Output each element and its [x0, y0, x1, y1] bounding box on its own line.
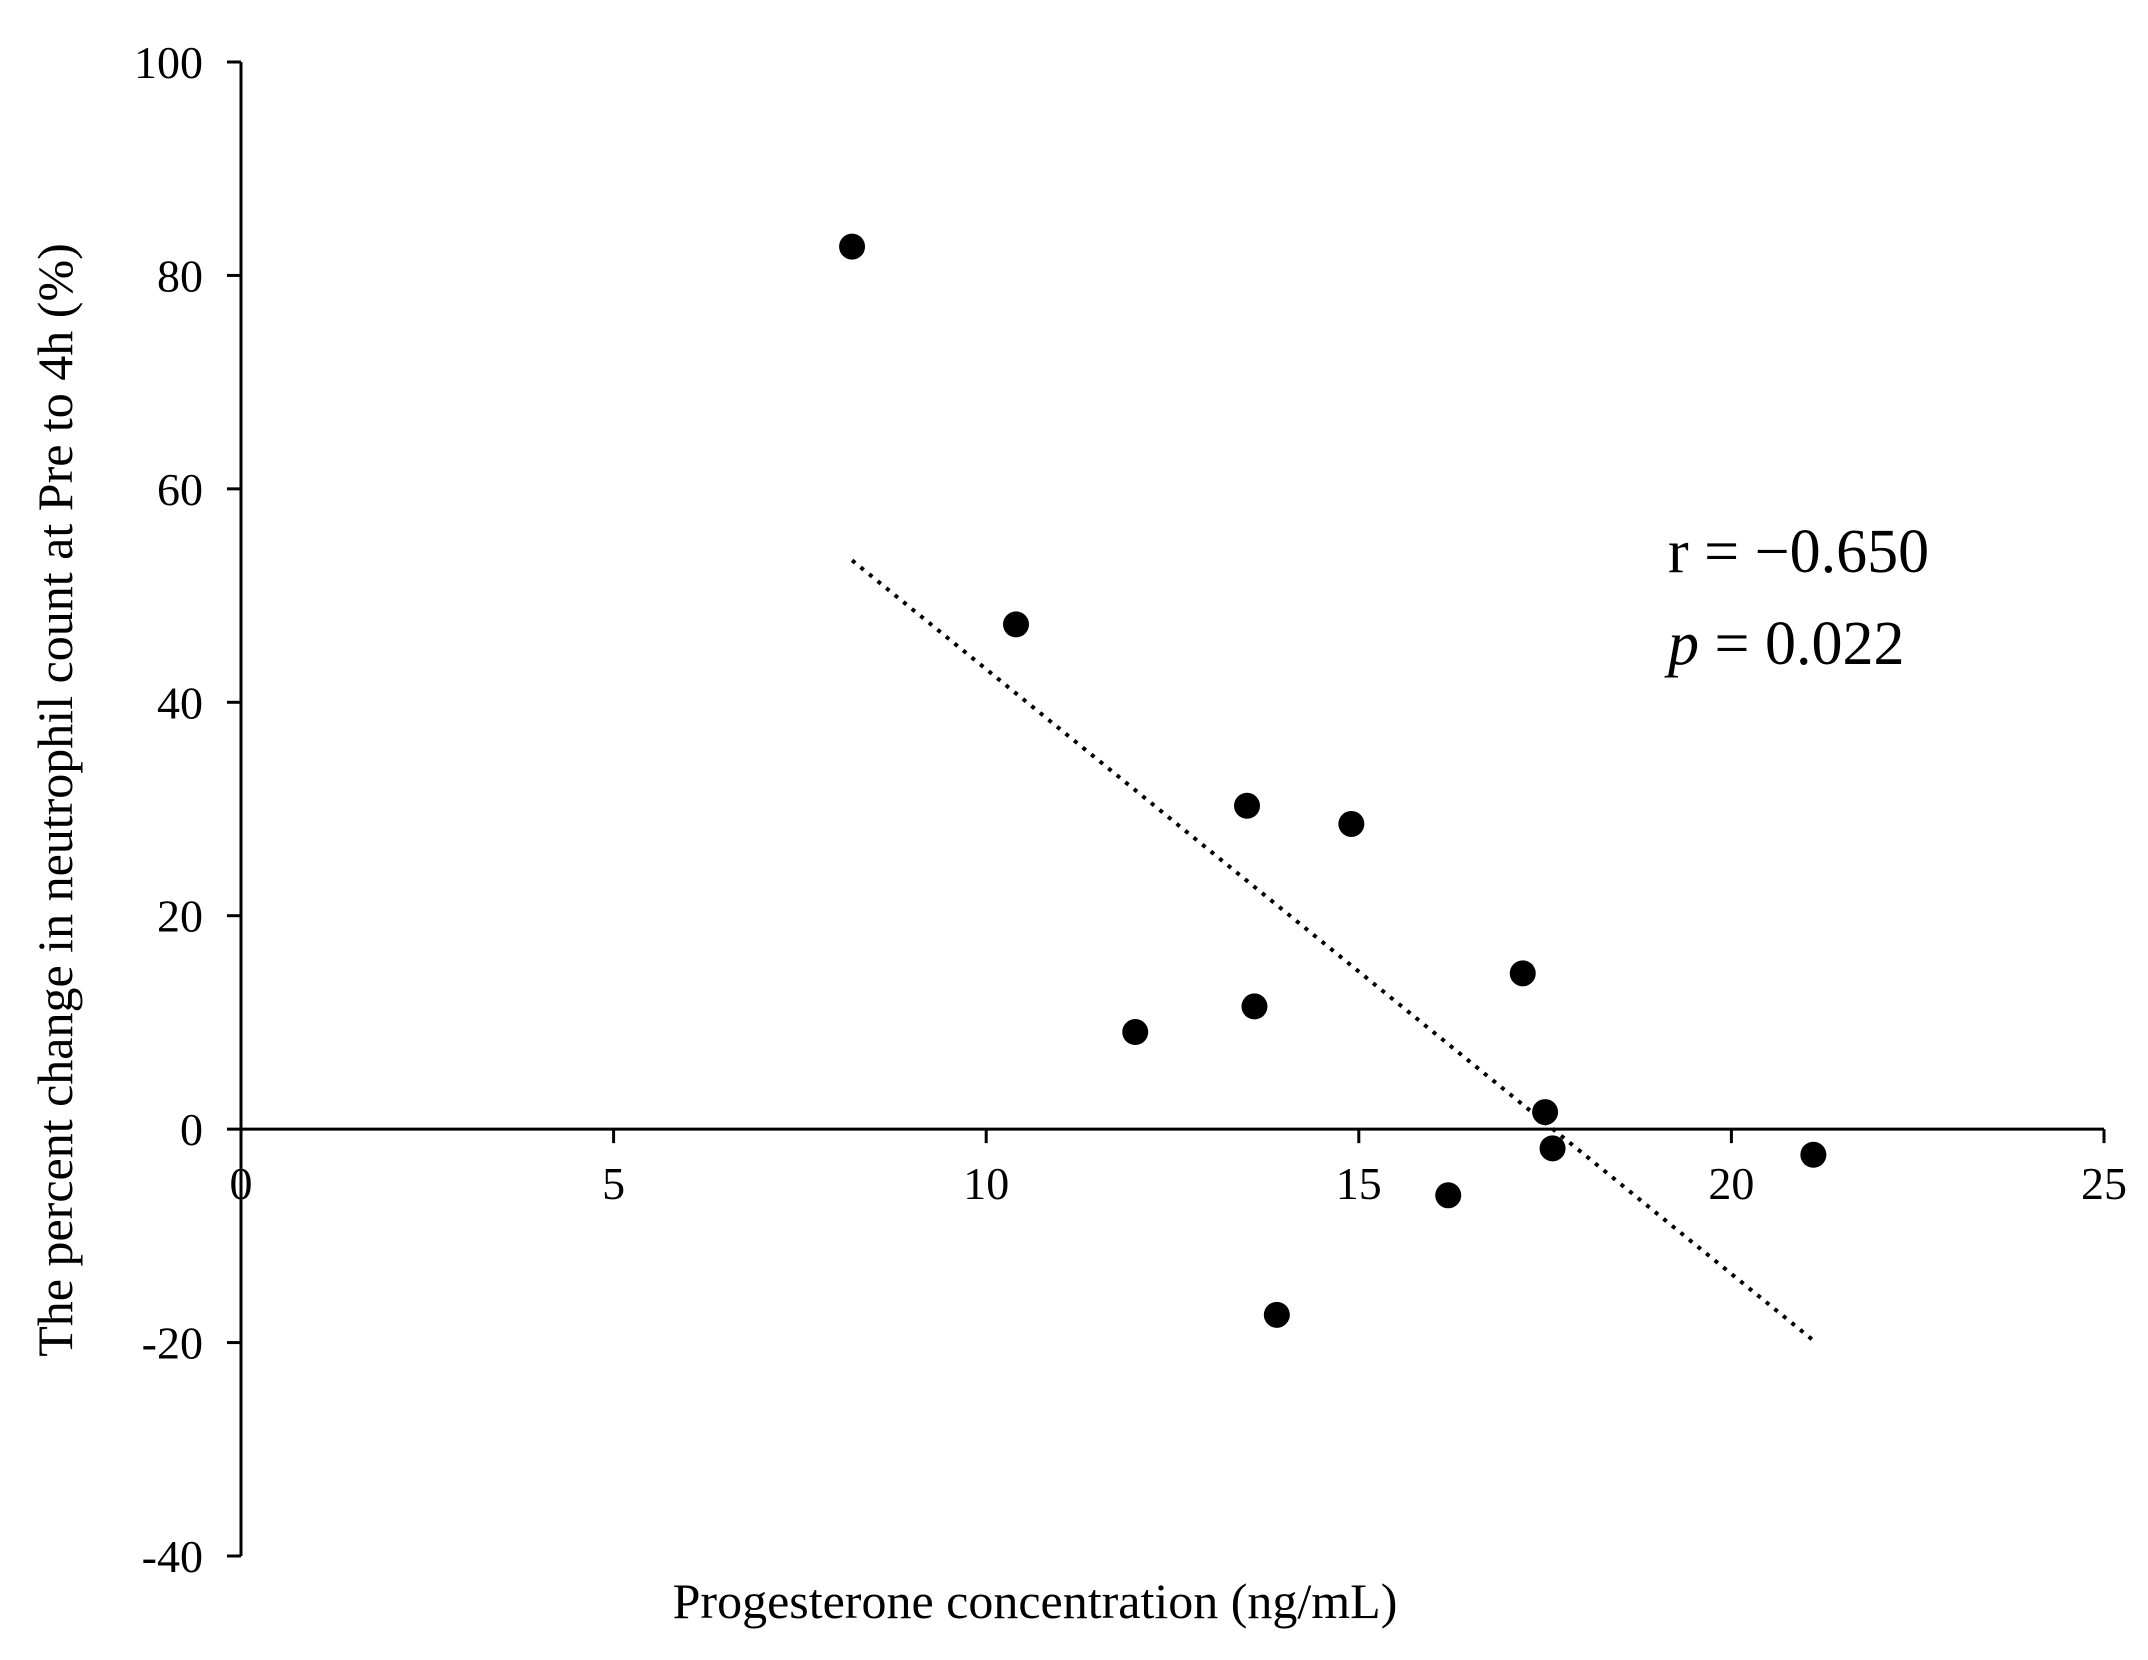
y-tick-label: 80	[157, 250, 203, 301]
p-value-text: = 0.022	[1699, 610, 1904, 678]
trendline	[850, 558, 1815, 1342]
x-tick-label: 20	[1708, 1158, 1754, 1209]
data-point	[839, 233, 866, 260]
y-axis-title: The percent change in neutrophil count a…	[27, 243, 83, 1357]
p-symbol: p	[1664, 610, 1699, 678]
data-point	[1241, 993, 1268, 1020]
data-point	[1532, 1099, 1559, 1126]
data-point	[1122, 1019, 1149, 1046]
y-tick-label: 0	[180, 1104, 203, 1155]
x-tick-label: 25	[2081, 1158, 2127, 1209]
y-tick-label: -20	[142, 1318, 203, 1369]
y-tick-label: -40	[142, 1531, 203, 1582]
p-value-label: p = 0.022	[1664, 610, 1904, 678]
labels-layer: -40 -20 0 20 40 60 80 100 0 5 10 15 20 25	[134, 37, 2127, 1582]
x-tick-label: 0	[230, 1158, 253, 1209]
y-tick-label: 100	[134, 37, 203, 88]
y-tick-label: 20	[157, 891, 203, 942]
x-tick-label: 10	[963, 1158, 1009, 1209]
y-tick-label: 40	[157, 677, 203, 728]
data-point	[1234, 792, 1261, 819]
axes-layer	[227, 60, 2106, 1558]
x-axis-title: Progesterone concentration (ng/mL)	[673, 1573, 1398, 1629]
x-tick-label: 15	[1336, 1158, 1382, 1209]
data-point	[1800, 1141, 1827, 1168]
data-point	[1435, 1182, 1462, 1209]
points-layer	[839, 233, 1827, 1328]
trendline-layer	[850, 558, 1815, 1342]
data-point	[1539, 1135, 1566, 1162]
data-point	[1003, 611, 1030, 638]
data-point	[1509, 960, 1536, 987]
correlation-r-label: r = −0.650	[1668, 518, 1929, 586]
data-point	[1263, 1301, 1290, 1328]
data-point	[1338, 810, 1365, 837]
x-tick-label: 5	[602, 1158, 625, 1209]
y-tick-label: 60	[157, 464, 203, 515]
